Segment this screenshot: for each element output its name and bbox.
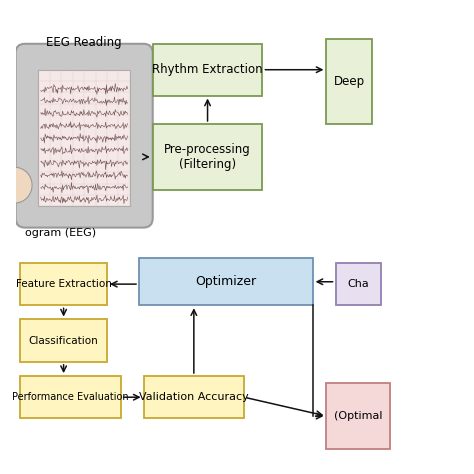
Text: Optimizer: Optimizer — [195, 275, 256, 288]
Text: EEG Reading: EEG Reading — [46, 36, 122, 48]
FancyBboxPatch shape — [144, 376, 244, 419]
FancyBboxPatch shape — [20, 319, 107, 362]
Text: Performance Evaluation: Performance Evaluation — [12, 392, 129, 402]
Text: Validation Accuracy: Validation Accuracy — [139, 392, 249, 402]
FancyBboxPatch shape — [153, 44, 263, 96]
Text: Rhythm Extraction: Rhythm Extraction — [152, 63, 263, 76]
FancyBboxPatch shape — [38, 70, 130, 206]
FancyBboxPatch shape — [139, 258, 313, 305]
Text: Deep: Deep — [334, 75, 365, 88]
Circle shape — [0, 167, 32, 203]
Text: Pre-processing
(Filtering): Pre-processing (Filtering) — [164, 143, 251, 171]
Text: (Optimal: (Optimal — [334, 411, 383, 421]
FancyBboxPatch shape — [327, 39, 372, 124]
Text: ogram (EEG): ogram (EEG) — [25, 228, 96, 237]
FancyBboxPatch shape — [16, 44, 153, 228]
Text: Cha: Cha — [347, 279, 369, 289]
FancyBboxPatch shape — [336, 263, 381, 305]
Text: Feature Extraction: Feature Extraction — [16, 279, 111, 289]
FancyBboxPatch shape — [153, 124, 263, 190]
Text: Classification: Classification — [29, 336, 99, 346]
FancyBboxPatch shape — [327, 383, 391, 449]
FancyBboxPatch shape — [20, 263, 107, 305]
FancyBboxPatch shape — [20, 376, 121, 419]
